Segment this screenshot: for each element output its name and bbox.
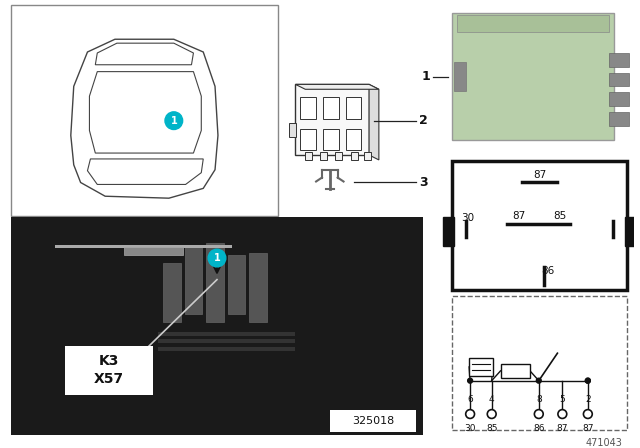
- Bar: [206, 243, 224, 322]
- Bar: [609, 73, 629, 86]
- Circle shape: [586, 378, 590, 383]
- Text: 30: 30: [461, 213, 475, 223]
- Circle shape: [536, 378, 541, 383]
- Text: 85: 85: [554, 211, 567, 221]
- Text: 325018: 325018: [352, 416, 394, 426]
- Circle shape: [466, 409, 474, 418]
- Circle shape: [487, 409, 496, 418]
- Bar: [452, 296, 627, 430]
- Text: 1: 1: [421, 70, 430, 83]
- Bar: [320, 152, 327, 160]
- Circle shape: [165, 112, 182, 129]
- Circle shape: [534, 409, 543, 418]
- Bar: [296, 84, 369, 155]
- Circle shape: [586, 378, 590, 383]
- Bar: [443, 217, 454, 246]
- Circle shape: [468, 378, 472, 383]
- Bar: [65, 346, 153, 396]
- Bar: [250, 253, 267, 322]
- Circle shape: [584, 409, 592, 418]
- Bar: [300, 97, 316, 119]
- Bar: [323, 129, 339, 150]
- Text: K3: K3: [99, 354, 119, 368]
- Text: X57: X57: [94, 372, 124, 386]
- Bar: [11, 217, 423, 435]
- Bar: [124, 247, 182, 255]
- Bar: [55, 245, 232, 248]
- Bar: [163, 263, 180, 322]
- Bar: [184, 245, 202, 314]
- Text: 86: 86: [533, 424, 545, 433]
- Bar: [609, 53, 629, 67]
- Bar: [11, 5, 278, 216]
- Text: 30: 30: [465, 424, 476, 433]
- Text: 1: 1: [170, 116, 177, 126]
- Text: 6: 6: [467, 395, 473, 404]
- Text: 471043: 471043: [586, 438, 622, 448]
- Bar: [364, 152, 371, 160]
- Polygon shape: [369, 84, 379, 160]
- Bar: [330, 410, 416, 432]
- Bar: [458, 15, 609, 32]
- Text: 86: 86: [541, 266, 554, 276]
- Bar: [609, 112, 629, 125]
- Bar: [300, 129, 316, 150]
- Text: 4: 4: [489, 395, 495, 404]
- Polygon shape: [296, 84, 379, 89]
- Bar: [323, 97, 339, 119]
- Bar: [469, 358, 493, 376]
- Text: 85: 85: [486, 424, 497, 433]
- Bar: [625, 217, 637, 246]
- Bar: [158, 347, 296, 351]
- Bar: [305, 152, 312, 160]
- Text: 2: 2: [585, 395, 591, 404]
- Circle shape: [558, 409, 567, 418]
- Bar: [346, 129, 361, 150]
- Text: 8: 8: [536, 395, 541, 404]
- Bar: [351, 152, 358, 160]
- Bar: [609, 92, 629, 106]
- Text: 1: 1: [214, 253, 220, 263]
- Bar: [335, 152, 342, 160]
- Bar: [228, 255, 245, 314]
- Bar: [500, 364, 530, 378]
- Text: 87: 87: [533, 170, 547, 180]
- Bar: [452, 161, 627, 290]
- FancyBboxPatch shape: [452, 13, 614, 140]
- Text: 87: 87: [513, 211, 526, 221]
- Text: 87: 87: [557, 424, 568, 433]
- Text: 87: 87: [582, 424, 593, 433]
- Bar: [346, 97, 361, 119]
- Bar: [289, 123, 296, 138]
- Bar: [158, 340, 296, 343]
- Bar: [454, 62, 466, 91]
- Text: 3: 3: [419, 176, 428, 189]
- Text: 2: 2: [419, 114, 428, 127]
- Circle shape: [208, 249, 226, 267]
- Text: 5: 5: [559, 395, 565, 404]
- Bar: [158, 332, 296, 336]
